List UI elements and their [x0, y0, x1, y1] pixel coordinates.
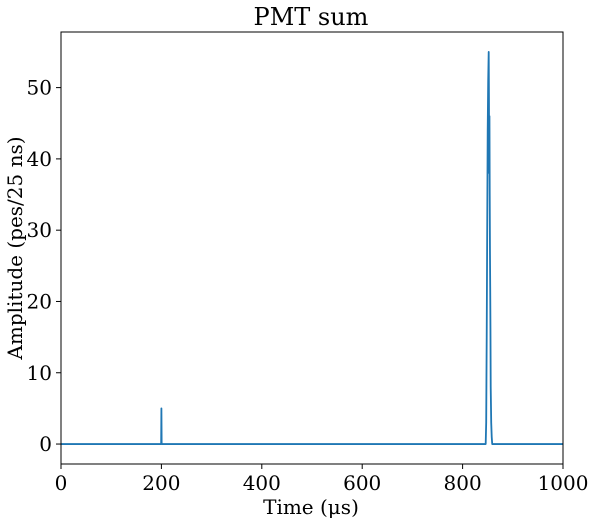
x-axis-label: Time (μs) — [263, 495, 359, 519]
y-tick-label: 10 — [27, 361, 52, 385]
y-axis-label: Amplitude (pes/25 ns) — [3, 136, 27, 360]
x-tick-label: 600 — [343, 471, 381, 495]
x-axis: 0 200 400 600 800 1000 — [55, 464, 589, 495]
x-tick-label: 200 — [142, 471, 180, 495]
y-tick-label: 40 — [27, 147, 52, 171]
x-tick-label: 800 — [444, 471, 482, 495]
x-tick-label: 1000 — [538, 471, 589, 495]
plot-area — [60, 31, 564, 465]
y-axis: 0 10 20 30 40 50 — [27, 76, 61, 456]
y-tick-label: 30 — [27, 218, 52, 242]
x-tick-label: 0 — [55, 471, 68, 495]
y-tick-label: 50 — [27, 76, 52, 100]
series-line-0 — [61, 51, 563, 445]
y-tick-label: 20 — [27, 289, 52, 313]
y-tick-label: 0 — [39, 432, 52, 456]
chart-title: PMT sum — [254, 3, 369, 31]
plot-frame — [60, 31, 564, 465]
x-tick-label: 400 — [243, 471, 281, 495]
